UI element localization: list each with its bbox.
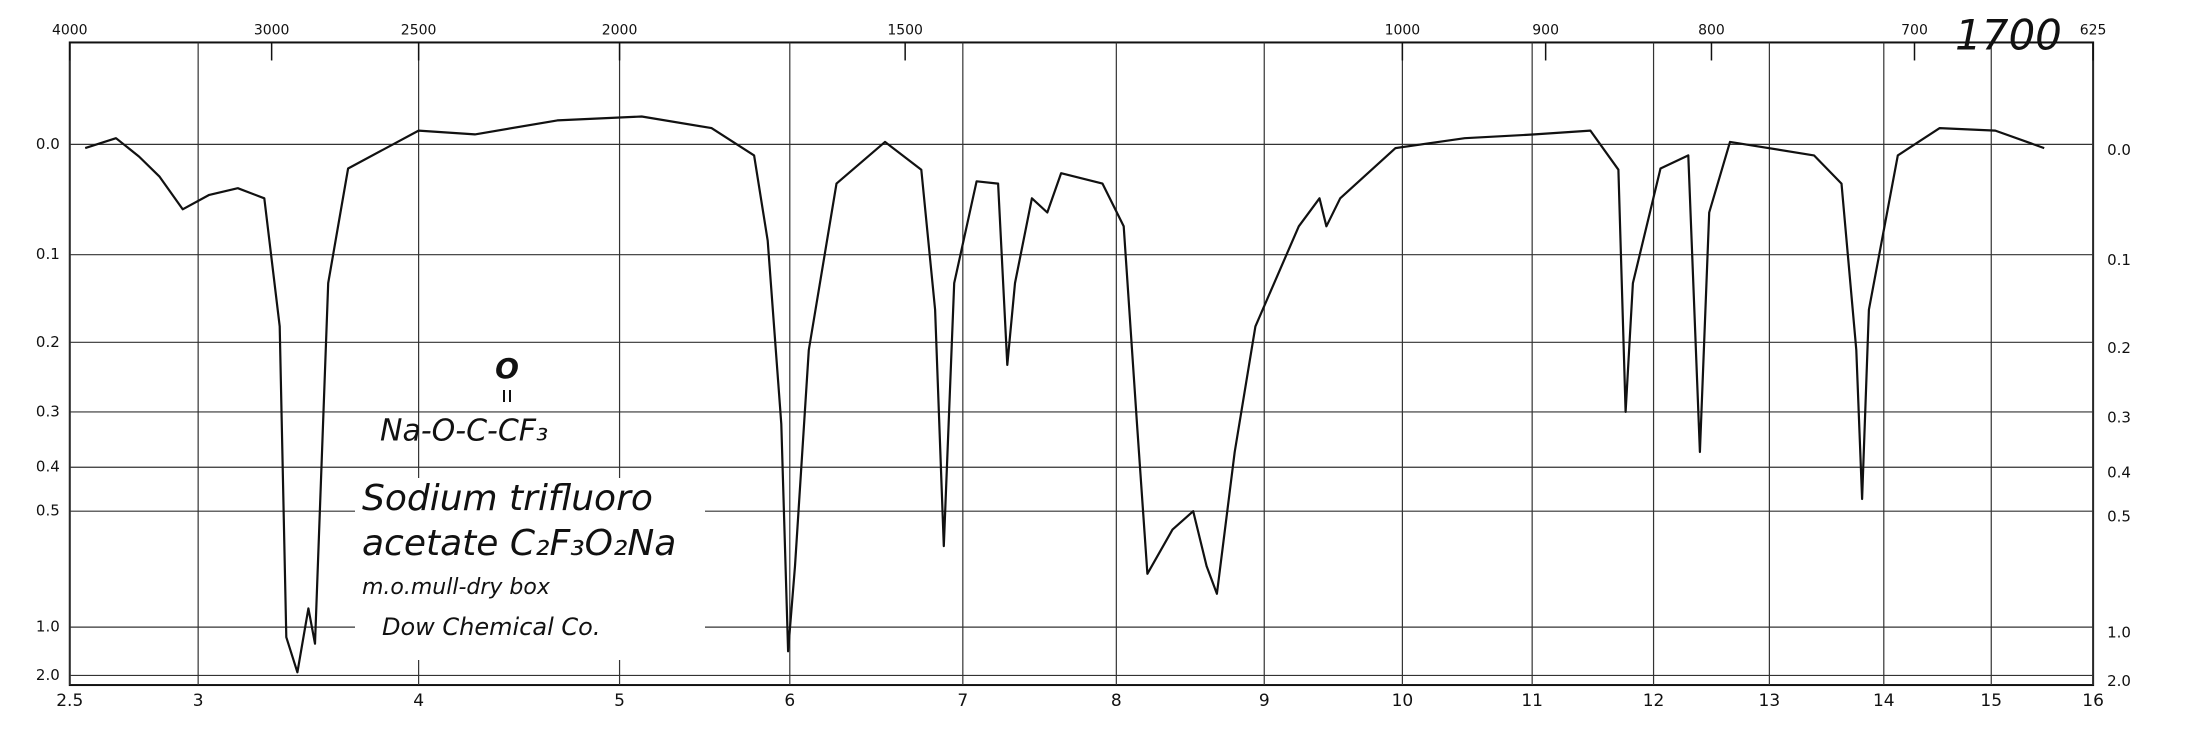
x2-tick-label: 4000 <box>52 22 88 38</box>
y-tick-label-right: 0.4 <box>2107 464 2131 482</box>
x-tick-label: 8 <box>1111 691 1122 711</box>
y-tick-label: 0.2 <box>36 333 60 351</box>
y-tick-label: 0.4 <box>36 458 60 476</box>
x-tick-label: 15 <box>1980 691 2002 711</box>
annotation: 1700 <box>1955 11 2062 60</box>
x-tick-label: 14 <box>1873 691 1895 711</box>
y-tick-label: 0.1 <box>36 245 60 263</box>
x-tick-label: 11 <box>1521 691 1543 711</box>
x-tick-label: 7 <box>957 691 968 711</box>
x2-tick-label: 900 <box>1532 22 1559 38</box>
y-tick-label: 0.3 <box>36 402 60 420</box>
y-tick-label-right: 0.3 <box>2107 408 2131 426</box>
spectrum-line <box>84 115 2045 674</box>
y-tick-label-right: 2.0 <box>2107 672 2131 690</box>
x-tick-label: 9 <box>1259 691 1270 711</box>
annotation: acetate C₂F₃O₂Na <box>362 523 676 564</box>
x-tick-label: 16 <box>2082 691 2104 711</box>
annotation: m.o.mull-dry box <box>362 575 551 600</box>
y-tick-label-right: 0.2 <box>2107 339 2131 357</box>
x2-tick-label: 2000 <box>602 22 638 38</box>
x-tick-label: 6 <box>784 691 795 711</box>
y-tick-label: 2.0 <box>36 666 60 684</box>
y-tick-label-right: 0.5 <box>2107 508 2131 526</box>
y-tick-label-right: 0.0 <box>2107 141 2131 159</box>
x-tick-label: 5 <box>614 691 625 711</box>
x2-tick-label: 700 <box>1901 22 1928 38</box>
grid: 2.5 3 4 5 6 7 8 9 10 11 12 13 14 15 16 4000 3000 2500 2000… <box>36 22 2131 711</box>
y-tick-label: 1.0 <box>36 618 60 636</box>
x2-tick-label: 800 <box>1698 22 1725 38</box>
x-tick-label: 4 <box>413 691 424 711</box>
annotation: Na-O-C-CF₃ <box>380 414 548 449</box>
label-box <box>355 478 705 660</box>
annotation: O <box>495 352 519 385</box>
annotation: Dow Chemical Co. <box>382 613 600 641</box>
x2-tick-label: 1000 <box>1385 22 1421 38</box>
x-tick-label: 3 <box>193 691 204 711</box>
x2-tick-label: 3000 <box>254 22 290 38</box>
y-tick-label-right: 0.1 <box>2107 251 2131 269</box>
x-tick-label: 13 <box>1759 691 1781 711</box>
x2-tick-label: 1500 <box>887 22 923 38</box>
x2-tick-label: 2500 <box>401 22 437 38</box>
y-tick-label: 0.0 <box>36 135 60 153</box>
x-tick-label: 10 <box>1392 691 1414 711</box>
y-tick-label: 0.5 <box>36 502 60 520</box>
curve-layer <box>84 115 2045 674</box>
x-tick-label: 12 <box>1643 691 1665 711</box>
annotation: Sodium trifluoro <box>362 478 653 519</box>
x2-tick-label: 625 <box>2080 22 2107 38</box>
y-tick-label-right: 1.0 <box>2107 624 2131 642</box>
x-tick-label: 2.5 <box>56 691 83 711</box>
